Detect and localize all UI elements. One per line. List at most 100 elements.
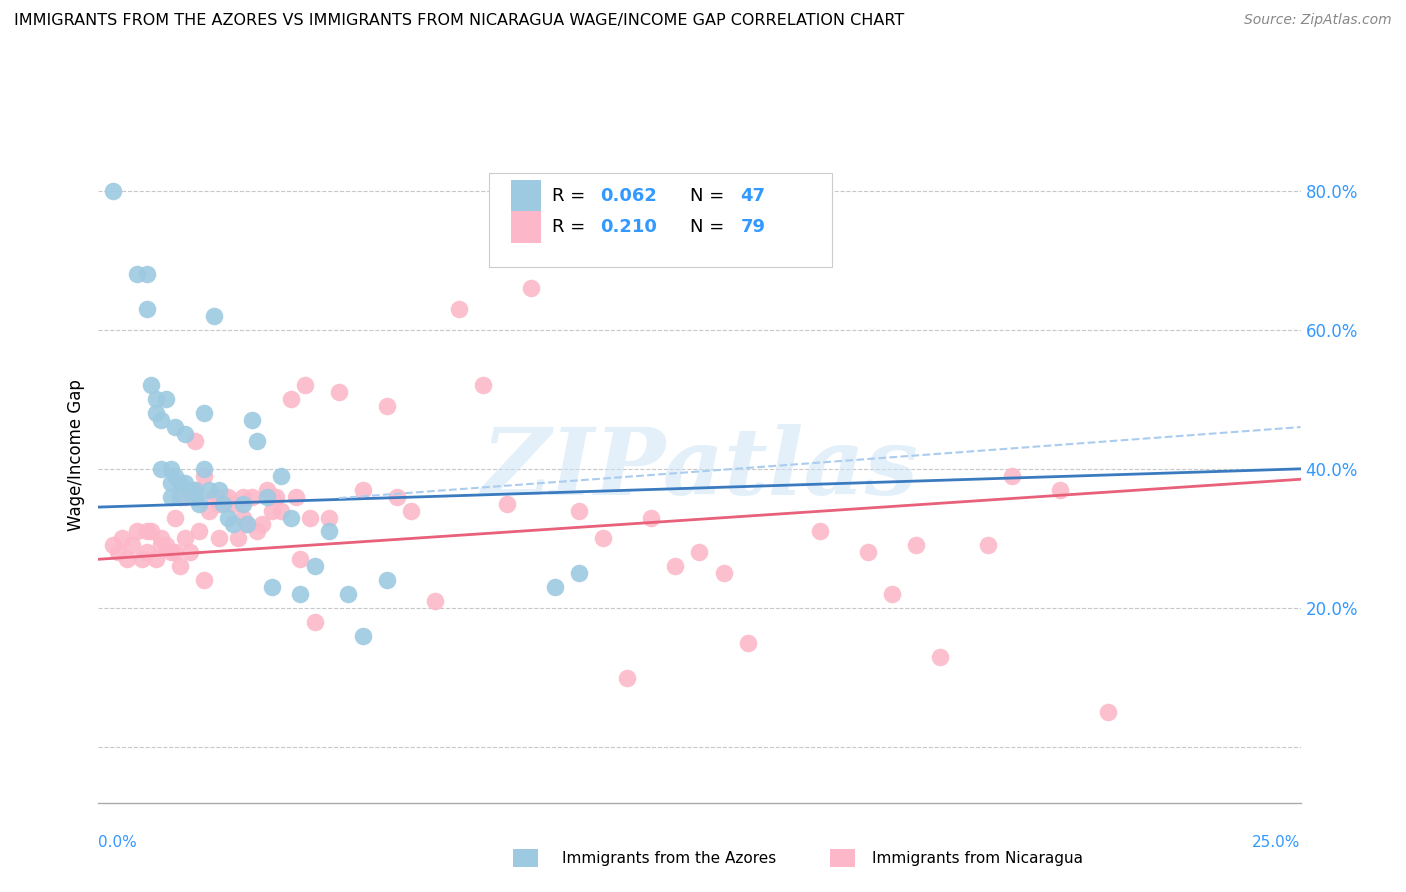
Point bbox=[155, 538, 177, 552]
Text: Immigrants from the Azores: Immigrants from the Azores bbox=[562, 851, 776, 865]
Point bbox=[352, 483, 374, 497]
Point bbox=[159, 475, 181, 490]
Point bbox=[208, 483, 231, 497]
Point bbox=[169, 475, 191, 490]
Point bbox=[165, 510, 187, 524]
Point bbox=[193, 406, 215, 420]
Point bbox=[616, 671, 638, 685]
Point bbox=[107, 545, 129, 559]
Point bbox=[149, 413, 172, 427]
Point bbox=[174, 475, 197, 490]
Point bbox=[149, 462, 172, 476]
Point bbox=[447, 301, 470, 316]
Point bbox=[904, 538, 927, 552]
Point bbox=[202, 309, 225, 323]
Point bbox=[592, 532, 614, 546]
Y-axis label: Wage/Income Gap: Wage/Income Gap bbox=[67, 379, 86, 531]
Text: Source: ZipAtlas.com: Source: ZipAtlas.com bbox=[1244, 13, 1392, 28]
Text: 25.0%: 25.0% bbox=[1253, 836, 1301, 850]
Point bbox=[183, 483, 205, 497]
Point bbox=[298, 510, 321, 524]
Point bbox=[880, 587, 903, 601]
Point bbox=[664, 559, 686, 574]
Point bbox=[165, 545, 187, 559]
Point bbox=[165, 468, 187, 483]
Point bbox=[135, 545, 157, 559]
Point bbox=[318, 524, 340, 539]
Point bbox=[135, 524, 157, 539]
Point bbox=[202, 490, 225, 504]
Point bbox=[222, 497, 245, 511]
Point bbox=[226, 532, 249, 546]
Point bbox=[198, 483, 221, 497]
Point bbox=[155, 392, 177, 407]
Point bbox=[256, 490, 278, 504]
Point bbox=[145, 406, 167, 420]
Text: N =: N = bbox=[690, 187, 730, 205]
Point bbox=[568, 566, 591, 581]
Text: N =: N = bbox=[690, 219, 730, 236]
Point bbox=[246, 434, 269, 448]
Text: 0.0%: 0.0% bbox=[98, 836, 138, 850]
Point bbox=[236, 517, 259, 532]
Text: 79: 79 bbox=[741, 219, 765, 236]
Point bbox=[193, 462, 215, 476]
Point bbox=[159, 545, 181, 559]
Point bbox=[131, 552, 153, 566]
Point bbox=[284, 490, 307, 504]
Text: R =: R = bbox=[551, 187, 591, 205]
Point bbox=[568, 503, 591, 517]
Point bbox=[188, 524, 211, 539]
Point bbox=[270, 503, 292, 517]
Point bbox=[640, 510, 662, 524]
Point bbox=[256, 483, 278, 497]
Point bbox=[236, 517, 259, 532]
Point bbox=[222, 517, 245, 532]
Point bbox=[266, 490, 288, 504]
Point bbox=[399, 503, 422, 517]
Point bbox=[232, 497, 254, 511]
Point bbox=[856, 545, 879, 559]
Point bbox=[212, 497, 235, 511]
Point bbox=[290, 587, 312, 601]
Point bbox=[337, 587, 360, 601]
Point bbox=[149, 532, 172, 546]
Point bbox=[212, 490, 235, 504]
Point bbox=[217, 490, 239, 504]
Point bbox=[260, 503, 283, 517]
Point bbox=[208, 497, 231, 511]
Point bbox=[159, 462, 181, 476]
FancyBboxPatch shape bbox=[510, 211, 541, 243]
Point bbox=[141, 524, 163, 539]
Point bbox=[183, 490, 205, 504]
Point bbox=[111, 532, 134, 546]
Point bbox=[232, 490, 254, 504]
Point bbox=[280, 392, 302, 407]
Point bbox=[198, 503, 221, 517]
Point bbox=[270, 468, 292, 483]
Point bbox=[193, 573, 215, 587]
Point bbox=[179, 483, 201, 497]
Point bbox=[179, 545, 201, 559]
Point bbox=[472, 378, 495, 392]
Point bbox=[135, 267, 157, 281]
Point bbox=[174, 427, 197, 442]
Point bbox=[250, 517, 273, 532]
Point bbox=[928, 649, 950, 664]
Point bbox=[188, 497, 211, 511]
Point bbox=[169, 490, 191, 504]
Point bbox=[375, 399, 398, 413]
Point bbox=[260, 580, 283, 594]
Point bbox=[1049, 483, 1071, 497]
Point bbox=[125, 524, 148, 539]
Text: Immigrants from Nicaragua: Immigrants from Nicaragua bbox=[872, 851, 1083, 865]
Point bbox=[304, 615, 326, 629]
Point bbox=[183, 434, 205, 448]
Point bbox=[496, 497, 519, 511]
Point bbox=[689, 545, 711, 559]
Point bbox=[544, 580, 567, 594]
Point bbox=[1097, 706, 1119, 720]
Point bbox=[208, 532, 231, 546]
Point bbox=[375, 573, 398, 587]
Point bbox=[240, 413, 263, 427]
